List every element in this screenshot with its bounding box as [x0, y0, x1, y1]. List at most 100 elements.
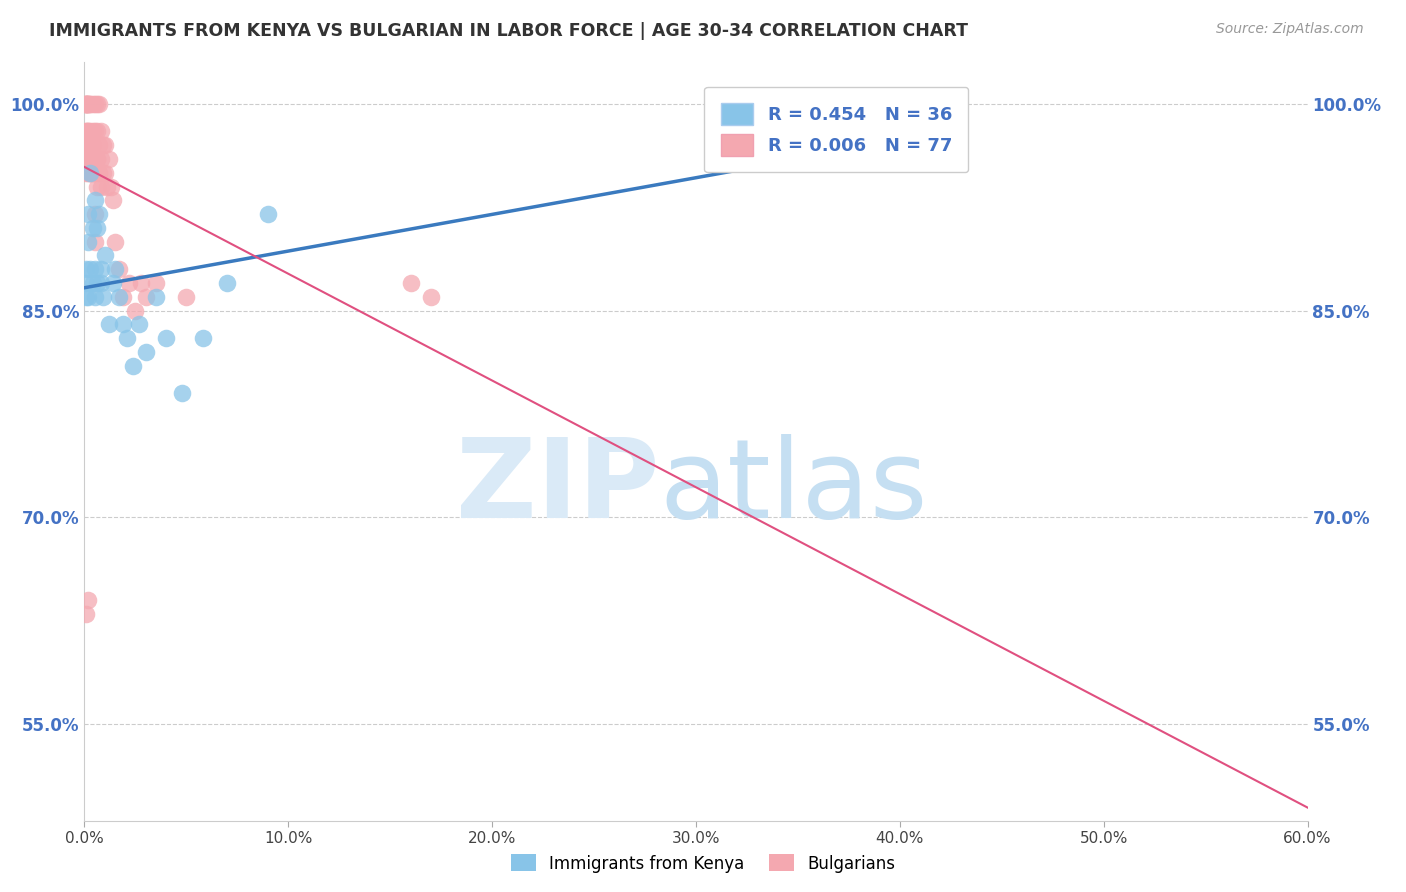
Point	[90, 124, 112, 138]
Text: Source: ZipAtlas.com: Source: ZipAtlas.com	[1216, 22, 1364, 37]
Point	[79, 124, 101, 138]
Point	[91, 166, 114, 180]
Point	[83, 152, 105, 166]
Point	[77, 96, 100, 111]
Point	[75, 124, 97, 138]
Point	[90, 276, 112, 290]
Point	[93, 166, 115, 180]
Point	[75, 96, 97, 111]
Point	[191, 331, 214, 345]
Point	[75, 96, 97, 111]
Point	[135, 345, 157, 359]
Point	[79, 262, 101, 277]
Point	[174, 290, 197, 304]
Point	[79, 96, 101, 111]
Point	[108, 262, 131, 277]
Point	[75, 607, 97, 621]
Point	[82, 166, 104, 180]
Point	[118, 276, 141, 290]
Point	[77, 124, 100, 138]
Point	[75, 96, 97, 111]
Point	[115, 331, 138, 345]
Point	[420, 290, 443, 304]
Point	[75, 152, 97, 166]
Point	[82, 220, 104, 235]
Point	[77, 290, 100, 304]
Text: ZIP: ZIP	[456, 434, 659, 541]
Point	[86, 152, 108, 166]
Point	[75, 152, 97, 166]
Point	[399, 276, 422, 290]
Point	[104, 262, 127, 277]
Point	[91, 138, 114, 153]
Point	[145, 276, 167, 290]
Point	[87, 138, 110, 153]
Point	[257, 207, 280, 221]
Point	[77, 138, 100, 153]
Point	[101, 276, 124, 290]
Point	[79, 138, 101, 153]
Legend: R = 0.454   N = 36, R = 0.006   N = 77: R = 0.454 N = 36, R = 0.006 N = 77	[704, 87, 969, 172]
Point	[83, 194, 105, 208]
Point	[217, 276, 239, 290]
Point	[90, 262, 112, 277]
Point	[77, 152, 100, 166]
Text: atlas: atlas	[659, 434, 928, 541]
Point	[77, 96, 100, 111]
Point	[82, 276, 104, 290]
Point	[86, 152, 108, 166]
Legend: Immigrants from Kenya, Bulgarians: Immigrants from Kenya, Bulgarians	[503, 847, 903, 880]
Point	[104, 235, 127, 249]
Point	[86, 124, 108, 138]
Point	[79, 152, 101, 166]
Text: IMMIGRANTS FROM KENYA VS BULGARIAN IN LABOR FORCE | AGE 30-34 CORRELATION CHART: IMMIGRANTS FROM KENYA VS BULGARIAN IN LA…	[49, 22, 969, 40]
Point	[82, 138, 104, 153]
Point	[97, 152, 120, 166]
Point	[75, 262, 97, 277]
Point	[87, 96, 110, 111]
Point	[83, 290, 105, 304]
Point	[77, 166, 100, 180]
Point	[75, 96, 97, 111]
Point	[108, 290, 131, 304]
Point	[86, 276, 108, 290]
Point	[90, 152, 112, 166]
Point	[96, 179, 118, 194]
Point	[87, 166, 110, 180]
Point	[83, 207, 105, 221]
Point	[77, 124, 100, 138]
Point	[82, 124, 104, 138]
Point	[112, 318, 135, 332]
Point	[79, 166, 101, 180]
Point	[172, 386, 194, 401]
Point	[77, 138, 100, 153]
Point	[79, 96, 101, 111]
Point	[75, 290, 97, 304]
Point	[128, 318, 150, 332]
Point	[135, 290, 157, 304]
Point	[79, 166, 101, 180]
Point	[93, 248, 115, 262]
Point	[77, 235, 100, 249]
Point	[124, 303, 146, 318]
Point	[79, 166, 101, 180]
Point	[82, 96, 104, 111]
Point	[77, 593, 100, 607]
Point	[75, 152, 97, 166]
Point	[77, 152, 100, 166]
Point	[87, 166, 110, 180]
Point	[87, 207, 110, 221]
Point	[145, 290, 167, 304]
Point	[848, 96, 870, 111]
Point	[155, 331, 177, 345]
Point	[97, 318, 120, 332]
Point	[77, 207, 100, 221]
Point	[75, 166, 97, 180]
Point	[91, 290, 114, 304]
Point	[131, 276, 153, 290]
Point	[86, 220, 108, 235]
Point	[122, 359, 145, 373]
Point	[86, 96, 108, 111]
Point	[83, 262, 105, 277]
Point	[93, 138, 115, 153]
